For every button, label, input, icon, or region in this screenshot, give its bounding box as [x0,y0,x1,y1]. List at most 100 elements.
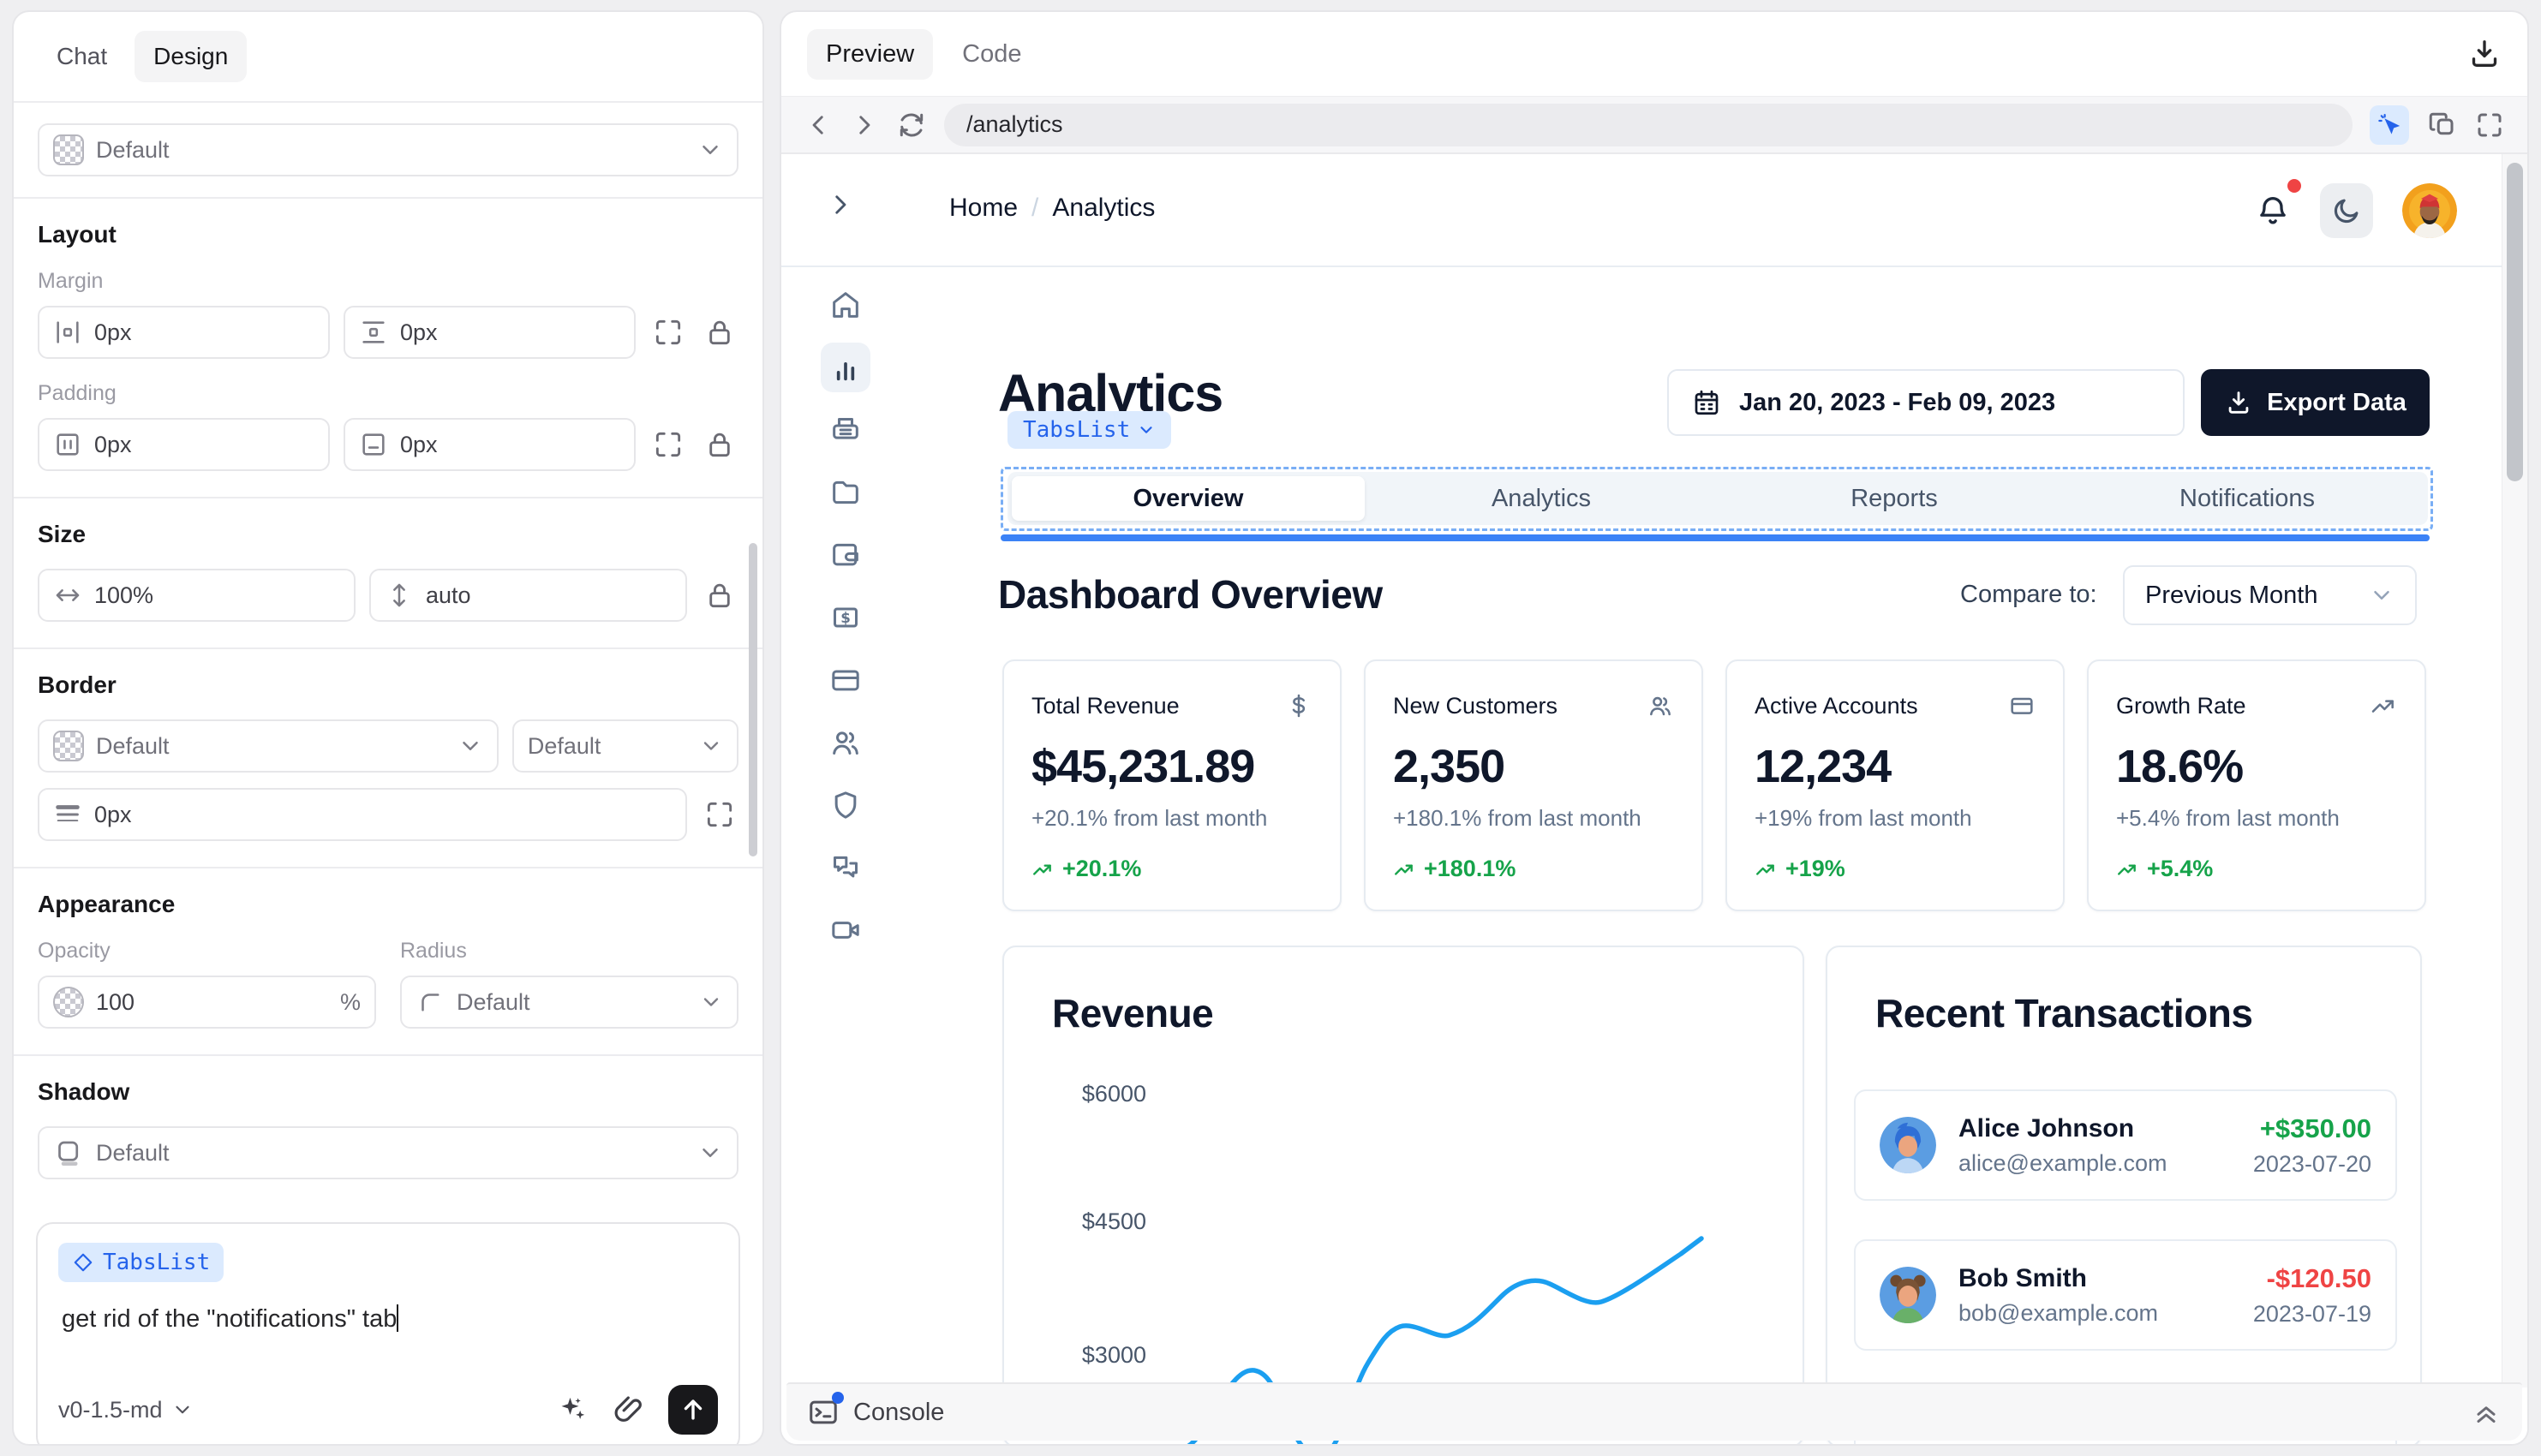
transaction-amount: -$120.50 [2266,1262,2371,1293]
selected-component-badge[interactable]: TabsList [1007,411,1172,449]
padding-y-input[interactable]: 0px [344,418,636,471]
size-heading: Size [38,521,87,547]
layout-heading: Layout [38,221,117,248]
export-data-button[interactable]: Export Data [2201,369,2430,436]
url-input[interactable]: /analytics [944,103,2353,146]
padding-expand-icon[interactable] [649,426,687,463]
margin-expand-icon[interactable] [649,313,687,351]
nav-analytics[interactable] [821,343,870,392]
nav-invoices[interactable] [821,405,870,455]
copy-icon[interactable] [2426,110,2457,140]
height-input[interactable]: auto [369,569,687,622]
tab-overview[interactable]: Overview [1012,476,1365,521]
enhance-sparkles-icon[interactable] [555,1393,589,1427]
tab-chat[interactable]: Chat [57,43,108,69]
opacity-icon [53,987,84,1017]
inspect-cursor-icon[interactable] [2370,104,2409,145]
transparency-swatch-icon [53,731,84,761]
nav-home[interactable] [821,280,870,330]
tab-notifications[interactable]: Notifications [2179,484,2315,512]
size-section: Size 100% auto [14,498,762,649]
border-width-input[interactable]: 0px [38,788,687,841]
tab-preview[interactable]: Preview [807,28,934,80]
moon-icon [2334,199,2359,224]
user-avatar[interactable] [2402,183,2457,238]
nav-messages[interactable] [821,843,870,892]
padding-horizontal-icon [53,430,82,459]
nav-video[interactable] [821,905,870,955]
viewport-scrollbar[interactable] [2502,154,2527,1387]
forward-icon[interactable] [850,110,879,140]
back-icon[interactable] [804,110,833,140]
radius-select[interactable]: Default [400,976,738,1029]
chevron-down-icon [699,734,723,758]
margin-lock-icon[interactable] [701,313,738,351]
trending-up-icon [1033,863,1051,875]
tab-reports[interactable]: Reports [1850,484,1938,512]
width-input[interactable]: 100% [38,569,356,622]
refresh-icon[interactable] [896,110,927,140]
panel-scrollbar[interactable] [749,543,757,856]
prompt-input[interactable]: get rid of the "notifications" tab [62,1304,399,1333]
chart-title: Revenue [1052,991,1214,1035]
expand-console-chevrons-icon[interactable] [2471,1397,2502,1428]
wallet-icon [833,543,858,566]
nav-cards[interactable] [821,655,870,705]
transaction-row-bob[interactable]: Bob Smith bob@example.com -$120.50 2023-… [1854,1239,2397,1351]
tab-code[interactable]: Code [962,39,1022,68]
download-icon[interactable] [2467,37,2502,71]
model-select[interactable]: v0-1.5-md [58,1397,194,1423]
nav-customers[interactable] [821,718,870,767]
border-color-select[interactable]: Default [38,719,499,773]
stat-card-growth-rate: Growth Rate 18.6% +5.4% from last month … [2087,659,2426,911]
border-width-icon [53,800,82,829]
trending-up-icon [2370,692,2397,719]
messages-icon [834,856,858,878]
border-expand-icon[interactable] [701,796,738,833]
appearance-heading: Appearance [38,891,176,917]
transaction-row-alice[interactable]: Alice Johnson alice@example.com +$350.00… [1854,1089,2397,1201]
scrollbar-thumb[interactable] [2507,163,2523,481]
margin-x-input[interactable]: 0px [38,306,330,359]
breadcrumb-separator: / [1031,194,1039,222]
selected-component-chip[interactable]: TabsList [58,1243,224,1282]
bar-chart-icon [836,362,855,381]
receipt-dollar-icon: $ [834,607,858,628]
app-sidebar: $ [781,267,910,968]
shadow-select[interactable]: Default [38,1126,738,1179]
tab-analytics[interactable]: Analytics [1491,484,1592,512]
tab-design[interactable]: Design [135,31,248,82]
folder-icon [833,480,858,504]
border-style-select[interactable]: Default [511,719,738,773]
trending-up-icon [1395,863,1413,875]
date-range-picker[interactable]: Jan 20, 2023 - Feb 09, 2023 [1667,369,2185,436]
radius-label: Radius [400,939,467,963]
design-selection-bar [1001,534,2430,541]
stat-card-new-customers: New Customers 2,350 +180.1% from last mo… [1364,659,1703,911]
padding-x-input[interactable]: 0px [38,418,330,471]
style-select[interactable]: Default [38,123,738,176]
send-button[interactable] [668,1385,718,1435]
nav-billing[interactable]: $ [821,593,870,642]
text-caret [397,1304,399,1332]
sidebar-toggle-chevron-icon[interactable] [826,190,855,219]
breadcrumb-home[interactable]: Home [949,194,1019,222]
notifications-bell-icon[interactable] [2255,179,2301,229]
breadcrumb-current: Analytics [1052,194,1156,222]
attachment-paperclip-icon[interactable] [612,1393,646,1427]
compare-select[interactable]: Previous Month [2123,565,2417,625]
opacity-input[interactable]: 100 % [38,976,376,1029]
y-tick-6000: $6000 [1081,1081,1146,1107]
margin-y-input[interactable]: 0px [344,306,636,359]
appearance-section: Appearance Opacity Radius 100 % Default [14,868,762,1056]
fullscreen-icon[interactable] [2474,110,2505,140]
padding-lock-icon[interactable] [701,426,738,463]
dark-mode-toggle[interactable] [2320,183,2373,238]
console-bar[interactable]: Console [786,1382,2522,1441]
nav-security[interactable] [821,780,870,830]
margin-label: Margin [38,269,104,293]
nav-files[interactable] [821,468,870,517]
size-lock-icon[interactable] [701,576,738,614]
nav-wallet[interactable] [821,530,870,580]
notification-dot [2287,179,2301,193]
